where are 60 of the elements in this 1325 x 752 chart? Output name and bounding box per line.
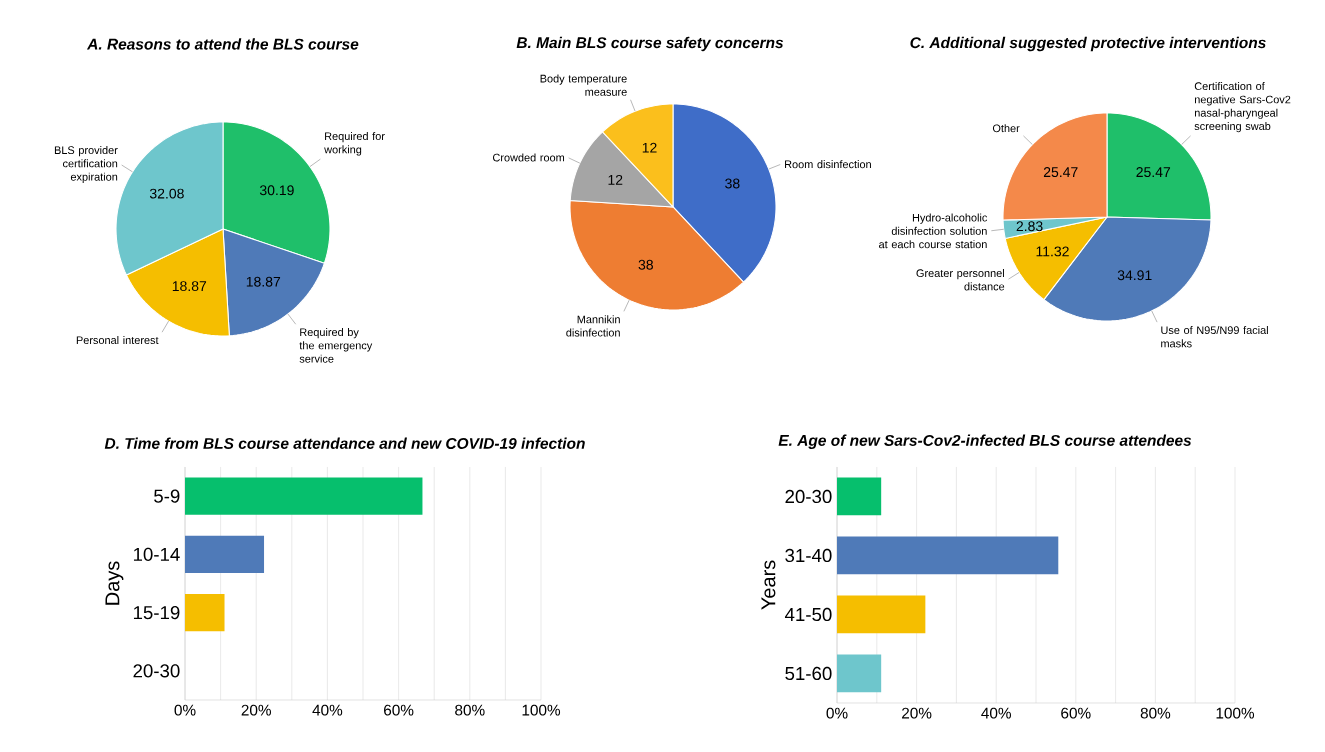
x-tick-label: 60% — [1061, 707, 1091, 719]
bar — [185, 535, 265, 573]
bar — [185, 477, 423, 515]
data-label: 18.87 — [246, 276, 281, 287]
slice-label: BLS provider certification expiration — [54, 146, 118, 183]
slice-label: Required by the emergency service — [299, 328, 373, 363]
y-tick-label: 51-60 — [785, 666, 832, 681]
data-label: 25.47 — [1043, 167, 1078, 178]
slice-label: Personal interest — [76, 336, 159, 345]
data-label: 38 — [638, 259, 653, 270]
y-tick-label: 20-30 — [785, 489, 832, 504]
bar — [837, 536, 1059, 575]
x-tick-label: 20% — [902, 707, 932, 719]
data-label: 34.91 — [1117, 270, 1152, 281]
slice-label: Use of N95/N99 facial masks — [1161, 326, 1268, 348]
chart-title: E. Age of new Sars-Cov2-infected BLS course attendees — [778, 434, 1192, 449]
x-tick-label: 80% — [455, 704, 485, 716]
y-tick-label: 20-30 — [133, 664, 180, 678]
data-label: 18.87 — [172, 281, 207, 292]
slice-label: Other — [992, 124, 1020, 133]
slice-label: Body temperature measure — [540, 74, 627, 96]
slice-label: Hydro-alcoholic disinfection solution at each course station — [879, 213, 988, 249]
x-tick-label: 0% — [174, 704, 196, 716]
bar — [837, 595, 926, 634]
y-tick-label: 10-14 — [133, 547, 180, 561]
data-label: 38 — [725, 178, 740, 189]
x-tick-label: 80% — [1140, 707, 1171, 719]
x-tick-label: 40% — [981, 707, 1011, 719]
y-tick-label: 41-50 — [784, 607, 832, 622]
x-tick-label: 0% — [826, 707, 848, 719]
y-axis-title: Years — [761, 560, 776, 610]
bar — [837, 477, 882, 516]
slice-label: Required for working — [324, 132, 385, 156]
data-label: 11.32 — [1036, 246, 1069, 257]
y-tick-label: 31-40 — [785, 548, 832, 563]
bar — [837, 654, 882, 693]
bar — [185, 593, 225, 632]
y-tick-label: 5-9 — [154, 489, 180, 503]
data-label: 30.19 — [259, 185, 294, 196]
chart-title: C. Additional suggested protective interventions — [910, 36, 1266, 52]
chart-title: D. Time from BLS course attendance and new COVID-19 infection — [104, 437, 585, 449]
y-axis-title: Days — [105, 561, 124, 605]
chart-title: A. Reasons to attend the BLS course — [86, 38, 359, 50]
x-tick-label: 40% — [312, 704, 343, 716]
slice-label: Room disinfection — [785, 160, 871, 169]
slice-label: Mannikin disinfection — [566, 315, 620, 337]
data-label: 12 — [642, 142, 657, 153]
data-label: 2.83 — [1016, 221, 1043, 232]
x-tick-label: 60% — [384, 704, 414, 716]
data-label: 12 — [608, 174, 623, 185]
x-tick-label: 20% — [241, 704, 271, 716]
slice-label: Greater personnel distance — [916, 269, 1005, 291]
chart-title: B. Main BLS course safety concerns — [516, 36, 784, 52]
slice-label: Crowded room — [493, 153, 565, 162]
x-tick-label: 100% — [522, 704, 561, 716]
data-label: 25.47 — [1136, 167, 1171, 178]
y-tick-label: 15-19 — [133, 605, 180, 620]
slice-label: Certification of negative Sars-Cov2 nasal-pharyngeal screening swab — [1194, 82, 1291, 133]
data-label: 32.08 — [149, 188, 184, 199]
x-tick-label: 100% — [1216, 707, 1255, 719]
